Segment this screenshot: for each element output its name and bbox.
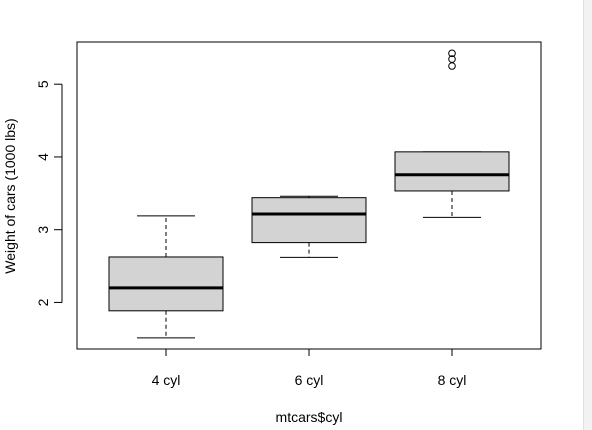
iqr-box [251,197,367,244]
iqr-box [108,256,224,312]
outlier-point [448,62,456,70]
scrollbar-track[interactable] [583,0,592,430]
box-group [251,195,367,258]
y-axis: 2 3 4 5 [35,80,63,306]
y-axis-title: Weight of cars (1000 lbs) [2,118,18,273]
x-axis-title: mtcars$cyl [276,409,343,425]
y-tick-label: 4 [35,153,51,161]
outlier-point [448,55,456,63]
y-tick-label: 2 [35,298,51,306]
x-tick-label: 8 cyl [438,372,467,388]
x-tick-label: 6 cyl [295,372,324,388]
y-tick-label: 3 [35,226,51,234]
outlier-point [448,49,456,58]
iqr-box [394,151,510,192]
box-group [394,49,510,218]
y-tick-label: 5 [35,80,51,88]
box-series [108,49,510,339]
box-group [108,215,224,339]
x-axis: 4 cyl 6 cyl 8 cyl [152,348,467,388]
x-tick-label: 4 cyl [152,372,181,388]
